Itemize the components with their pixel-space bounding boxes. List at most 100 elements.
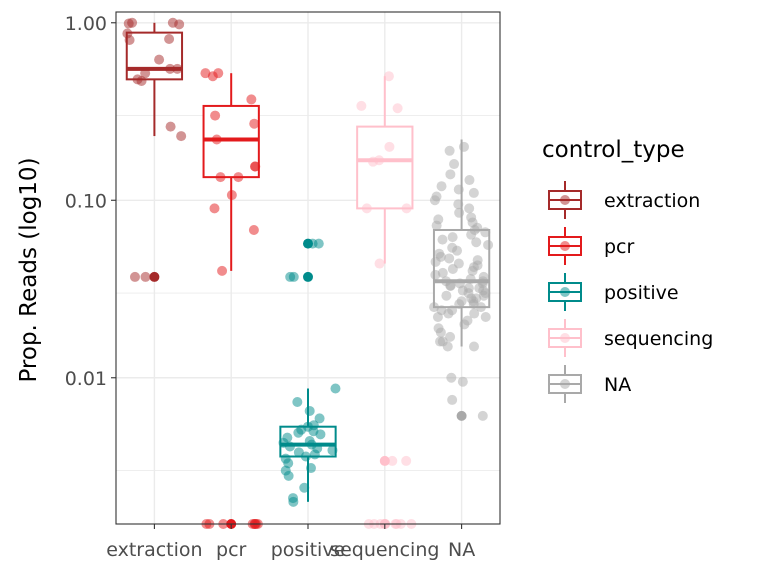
na-point	[429, 195, 440, 206]
na-point	[469, 341, 480, 352]
positive-point	[284, 441, 295, 452]
sequencing-point	[384, 141, 395, 152]
extraction-point	[129, 271, 140, 282]
na-point	[466, 229, 477, 240]
extraction-point	[123, 18, 134, 29]
na-point	[452, 245, 463, 256]
na-point	[453, 184, 464, 195]
sequencing-point	[387, 455, 398, 466]
positive-point	[307, 238, 318, 249]
sequencing-box	[356, 125, 414, 210]
x-tick-label-na: NA	[448, 539, 475, 561]
legend-key-point-extraction	[560, 195, 570, 205]
positive-point	[305, 463, 316, 474]
sequencing-point	[374, 258, 385, 269]
pcr-point	[226, 190, 237, 201]
legend-key-point-pcr	[560, 241, 570, 251]
legend-key-point-sequencing	[560, 333, 570, 343]
na-point	[431, 220, 442, 231]
extraction-point	[124, 34, 135, 45]
positive-point	[285, 271, 296, 282]
pcr-point	[207, 71, 218, 82]
na-point	[477, 410, 488, 421]
sequencing-point	[356, 100, 367, 111]
positive-point	[288, 496, 299, 507]
positive-point	[315, 429, 326, 440]
na-point	[471, 237, 482, 248]
na-point	[444, 145, 455, 156]
extraction-point	[140, 68, 151, 79]
extraction-point	[172, 63, 183, 74]
legend-title: control_type	[542, 137, 685, 163]
na-point	[449, 159, 460, 170]
sequencing-point	[368, 156, 379, 167]
legend: control_type extraction pcr positive sequen…	[542, 137, 713, 403]
extraction-point	[165, 63, 176, 74]
sequencing-point	[401, 203, 412, 214]
pcr-point	[246, 94, 257, 105]
na-point	[436, 181, 447, 192]
na-point	[453, 199, 464, 210]
legend-label-positive: positive	[604, 282, 679, 304]
legend-label-extraction: extraction	[604, 190, 700, 212]
pcr-point	[211, 134, 222, 145]
positive-outlier	[303, 271, 313, 282]
y-axis: 1.00 0.10 0.01	[65, 13, 116, 390]
y-tick-label: 0.01	[65, 368, 107, 390]
legend-label-pcr: pcr	[604, 236, 635, 258]
na-point	[454, 299, 465, 310]
na-point	[437, 234, 448, 245]
na-point	[483, 239, 494, 250]
na-point	[447, 394, 458, 405]
sequencing-point	[361, 203, 372, 214]
na-point	[464, 203, 475, 214]
positive-point	[309, 449, 320, 460]
extraction-point	[174, 19, 185, 30]
sequencing-outlier	[379, 455, 390, 466]
positive-point	[304, 405, 315, 416]
na-point	[446, 372, 457, 383]
na-point	[478, 290, 489, 301]
pcr-point	[209, 203, 220, 214]
na-point	[441, 290, 452, 301]
na-point	[447, 263, 458, 274]
sequencing-point	[392, 103, 403, 114]
na-point	[445, 169, 456, 180]
positive-point	[314, 413, 325, 424]
na-point	[480, 227, 491, 238]
na-point	[444, 253, 455, 264]
legend-label-na: NA	[604, 374, 631, 396]
y-tick-label: 1.00	[65, 13, 107, 35]
na-point	[442, 341, 453, 352]
extraction-outlier	[149, 271, 160, 282]
y-axis-title: Prop. Reads (log10)	[16, 157, 42, 382]
na-point	[443, 308, 454, 319]
sequencing-point	[401, 455, 412, 466]
na-point	[469, 308, 480, 319]
na-point	[432, 311, 443, 322]
extraction-point	[140, 271, 151, 282]
extraction-point	[154, 54, 165, 65]
na-point	[459, 319, 470, 330]
na-point	[468, 187, 479, 198]
positive-point	[283, 470, 294, 481]
positive-point	[299, 482, 310, 493]
x-tick-label-pcr: pcr	[216, 539, 247, 561]
pcr-point	[250, 161, 261, 172]
positive-point	[292, 397, 303, 408]
sequencing-point	[383, 71, 394, 82]
na-point	[454, 207, 465, 218]
na-point	[447, 232, 458, 243]
extraction-point	[176, 131, 187, 142]
na-point	[457, 376, 468, 387]
na-point	[467, 265, 478, 276]
legend-key-point-na	[560, 379, 570, 389]
pcr-point	[233, 172, 244, 183]
na-point	[464, 175, 475, 186]
positive-point	[293, 427, 304, 438]
x-tick-label-positive: positive	[271, 539, 346, 561]
pcr-point	[215, 172, 226, 183]
pcr-point	[210, 110, 221, 121]
na-point	[465, 274, 476, 285]
